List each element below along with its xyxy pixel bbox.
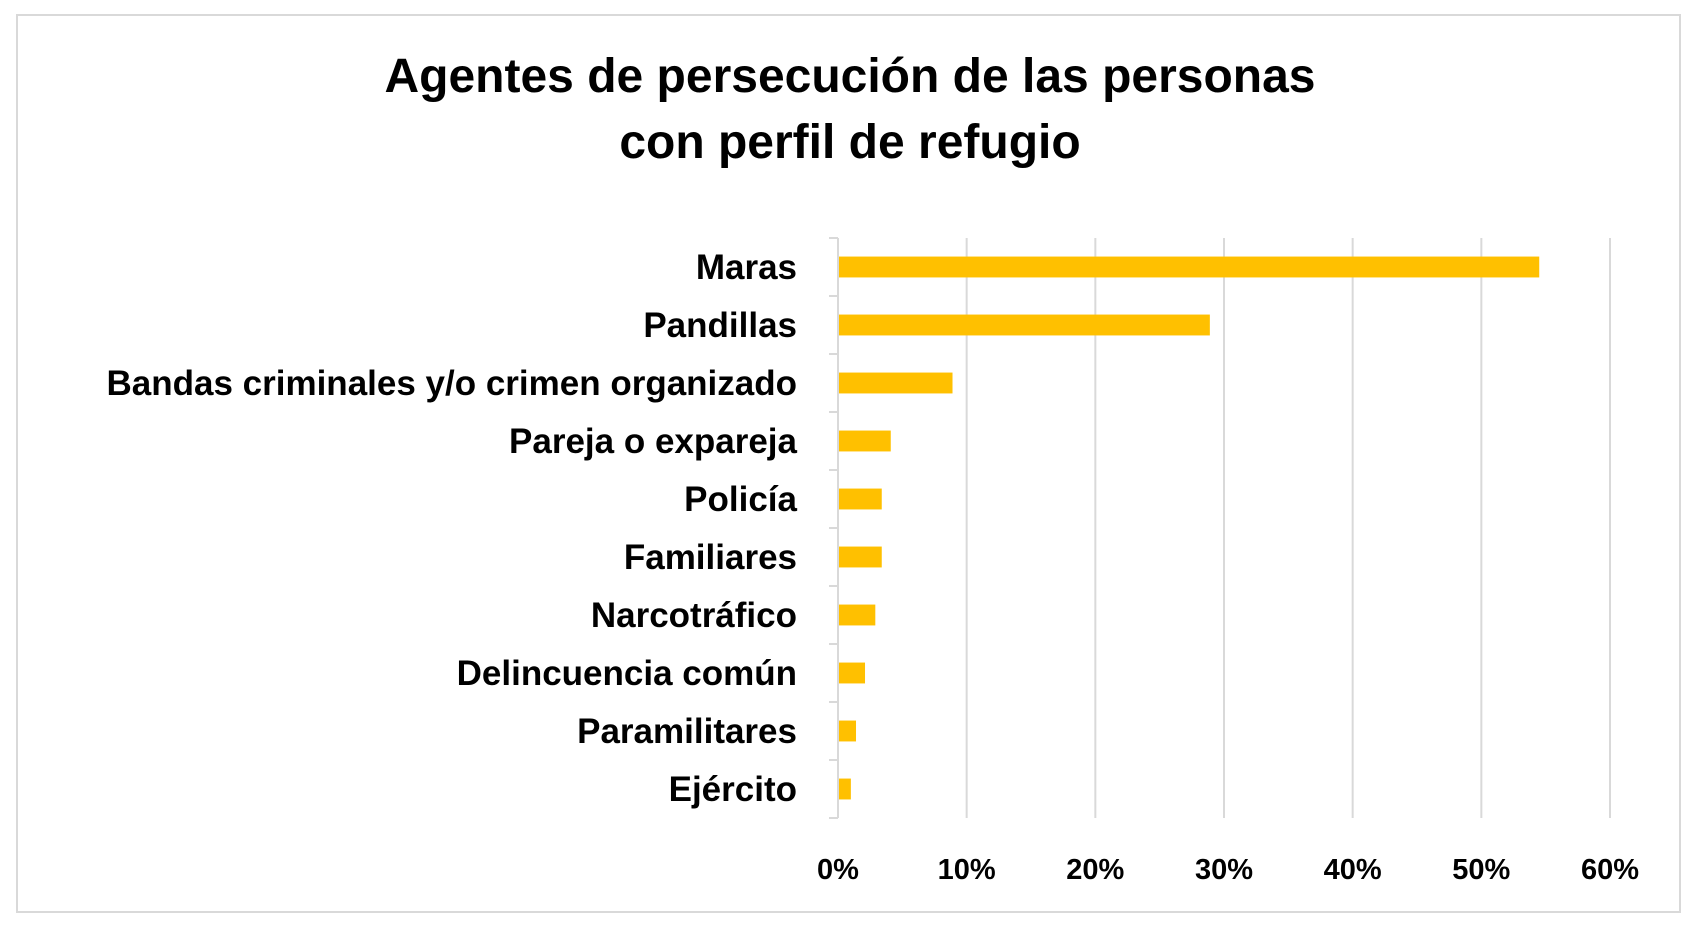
chart-title: Agentes de persecución de las personas c… [384, 50, 1315, 169]
category-label: Maras [696, 248, 797, 287]
chart-title-line-2: con perfil de refugio [619, 116, 1080, 169]
category-label: Policía [684, 480, 797, 519]
category-label: Pareja o expareja [509, 422, 797, 461]
bar [839, 314, 1210, 336]
x-tick-label: 60% [1581, 854, 1639, 886]
category-label: Paramilitares [577, 712, 797, 751]
bar [839, 488, 882, 510]
chart-title-line-1: Agentes de persecución de las personas [384, 50, 1315, 103]
bar [839, 604, 876, 626]
x-tick-label: 30% [1195, 854, 1253, 886]
category-label: Narcotráfico [591, 596, 797, 635]
bar [839, 256, 1540, 278]
bars [839, 256, 1540, 800]
x-tick-label: 0% [817, 854, 859, 886]
x-tick-label: 10% [938, 854, 996, 886]
bar [839, 430, 891, 452]
category-labels: Maras Pandillas Bandas criminales y/o crim… [107, 248, 798, 809]
category-label: Bandas criminales y/o crimen organizado [107, 364, 798, 403]
category-label: Familiares [624, 538, 797, 577]
bar [839, 372, 953, 394]
x-tick-label: 40% [1324, 854, 1382, 886]
bar [839, 546, 882, 568]
y-axis [829, 237, 839, 819]
category-label: Pandillas [643, 306, 797, 345]
bar [839, 778, 851, 800]
x-tick-labels: 0% 10% 20% 30% 40% 50% 60% [817, 854, 1639, 886]
chart-frame [16, 14, 1681, 913]
bar [839, 720, 857, 742]
x-tick-label: 50% [1452, 854, 1510, 886]
bar [839, 662, 866, 684]
category-label: Ejército [669, 770, 797, 809]
category-label: Delincuencia común [457, 654, 797, 693]
x-tick-label: 20% [1066, 854, 1124, 886]
